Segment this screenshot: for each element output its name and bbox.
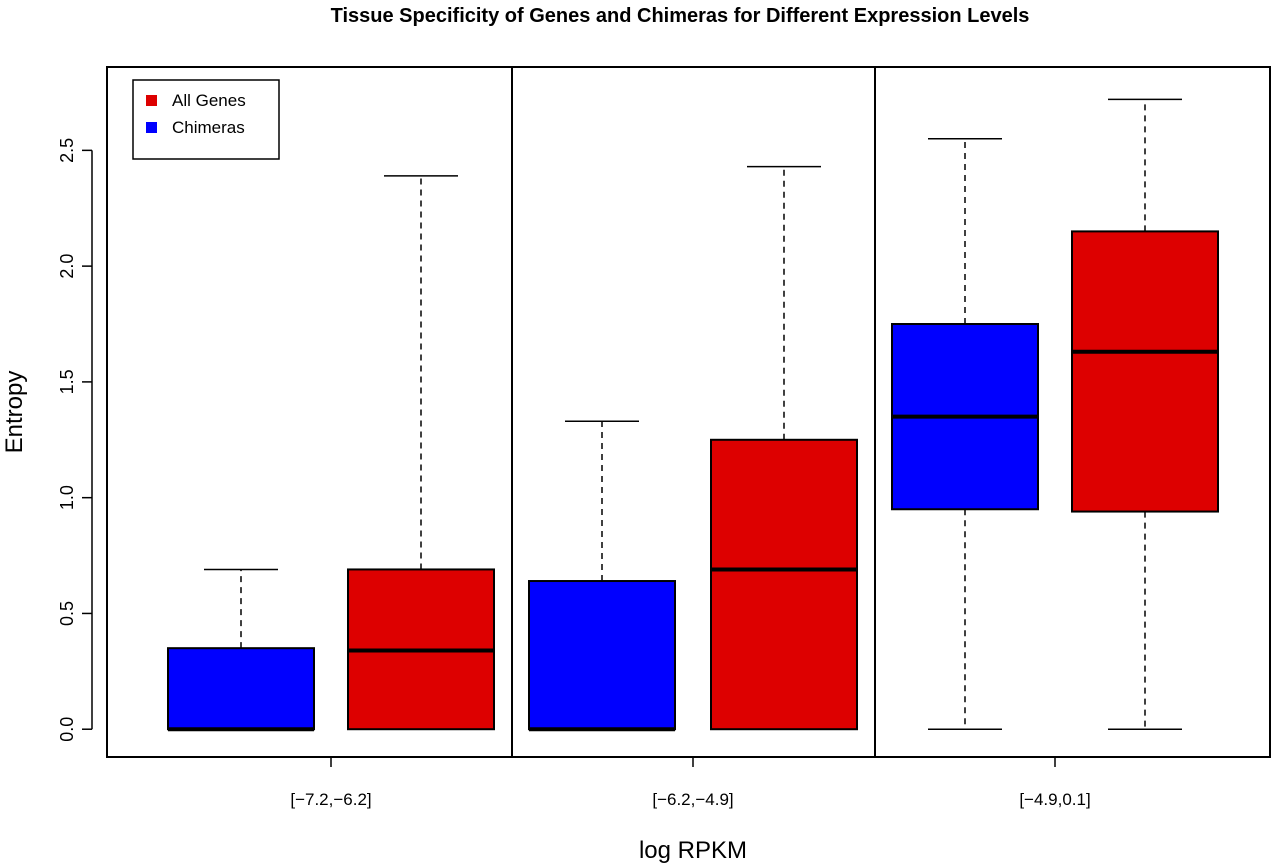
x-tick-label: [−7.2,−6.2] (290, 790, 371, 809)
x-tick-label: [−4.9,0.1] (1019, 790, 1090, 809)
y-tick-label: 0.0 (57, 717, 77, 742)
y-tick-label: 1.5 (57, 369, 77, 394)
box-all-genes (347, 175, 495, 731)
chart-title: Tissue Specificity of Genes and Chimeras… (331, 5, 1030, 27)
box-all-genes (1071, 98, 1219, 730)
x-categories: [−7.2,−6.2] [−6.2,−4.9] [−4.9,0.1] (290, 757, 1091, 809)
y-tick-label: 0.5 (57, 601, 77, 626)
y-tick-label: 1.0 (57, 485, 77, 510)
legend-box (132, 79, 280, 160)
legend-label: All Genes (172, 91, 246, 110)
y-axis: 0.0 0.5 1.0 1.5 2.0 2.5 (57, 138, 93, 742)
legend: All Genes Chimeras (132, 79, 280, 160)
box-body (167, 647, 315, 731)
x-tick-label: [−6.2,−4.9] (652, 790, 733, 809)
plot-frame (106, 66, 1271, 758)
box-all-genes (710, 165, 858, 731)
legend-swatch (146, 122, 157, 133)
box-body (1071, 230, 1219, 513)
box-body (528, 580, 676, 731)
y-axis-label: Entropy (1, 371, 28, 454)
box-body (710, 438, 858, 731)
box-chimeras (167, 568, 315, 732)
box-chimeras (528, 420, 676, 732)
boxes-layer (167, 98, 1219, 732)
y-tick-label: 2.0 (57, 254, 77, 279)
y-tick-label: 2.5 (57, 138, 77, 163)
x-axis-label: log RPKM (639, 837, 747, 864)
box-chimeras (891, 138, 1039, 730)
legend-swatch (146, 95, 157, 106)
legend-label: Chimeras (172, 118, 245, 137)
